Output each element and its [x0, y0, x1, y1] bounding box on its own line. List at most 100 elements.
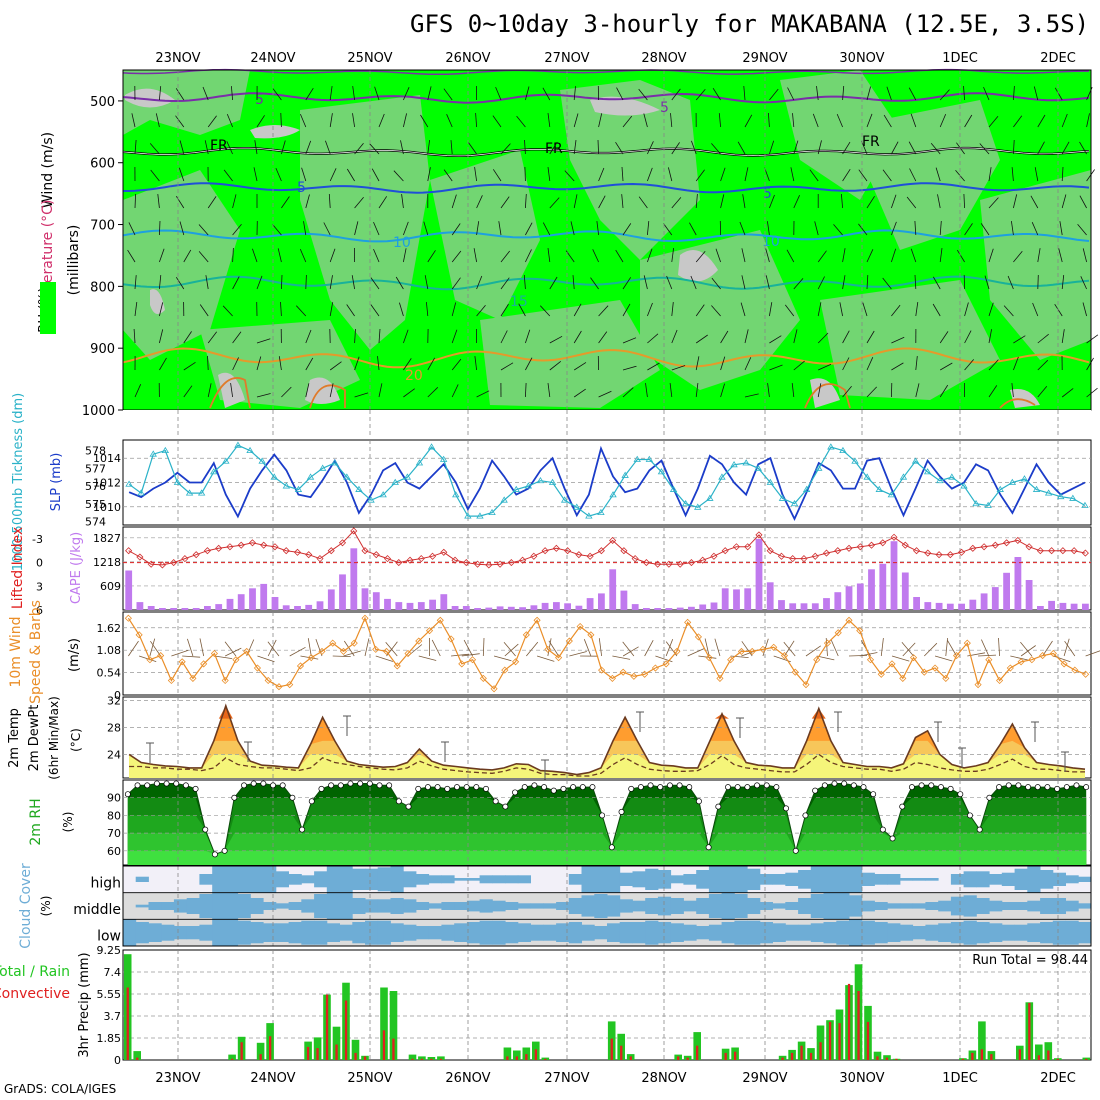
wind-barb	[786, 249, 795, 263]
wind-barb	[695, 334, 708, 344]
wind-speed-marker	[479, 674, 487, 682]
thickness-marker	[1032, 485, 1041, 492]
precip-convective-bar	[136, 1057, 139, 1060]
wind-speed-marker	[307, 654, 315, 662]
thickness-marker	[766, 478, 775, 485]
wind-speed-marker	[555, 654, 563, 662]
cloud-middle-bar	[173, 899, 188, 913]
rh2m-marker	[124, 791, 131, 798]
lifted-index-marker	[924, 549, 932, 557]
wind-barb	[183, 385, 193, 398]
wind-barb	[695, 304, 705, 317]
wind-barb	[769, 364, 783, 371]
cloud-row-label: low	[97, 929, 121, 945]
wind-barb	[622, 303, 631, 317]
lifted-index-marker	[316, 555, 324, 563]
wind-barb	[374, 86, 380, 101]
wind-barb	[443, 169, 453, 182]
temp-peak	[714, 713, 729, 719]
thickness-marker	[573, 503, 581, 510]
thickness-marker	[343, 473, 351, 480]
precip-convective-bar	[677, 1056, 680, 1060]
wind-barb-10m	[978, 654, 997, 657]
lifted-index-marker	[519, 556, 527, 564]
precip-convective-bar	[610, 1038, 613, 1060]
cloud-high-bar	[963, 871, 977, 888]
wind-barb	[939, 362, 953, 371]
rh2m-marker	[241, 782, 247, 789]
cloud-low-bar	[377, 920, 391, 945]
cloud-middle-bar	[721, 892, 735, 920]
wind-barb	[207, 331, 218, 344]
date-tick-bottom: 27NOV	[544, 1071, 589, 1086]
wind-barb	[329, 361, 342, 371]
rh-dry-area	[250, 125, 300, 139]
wind-barb	[964, 330, 972, 344]
cloud-high-bar	[314, 871, 328, 888]
thickness-marker	[911, 457, 920, 464]
wind-barb	[790, 167, 795, 182]
temp-5c-contour	[123, 182, 1090, 194]
cloud-low-bar	[772, 923, 786, 942]
wind-speed-marker	[296, 662, 305, 670]
wind-barb	[525, 357, 533, 371]
cloud-high-bar	[479, 875, 493, 884]
cloud-low-bar	[224, 919, 239, 946]
precip-convective-bar	[781, 1057, 784, 1060]
cloud-low-bar	[186, 926, 200, 940]
wind-speed-marker	[264, 676, 272, 685]
wind-speed-marker	[619, 668, 627, 676]
precip-total-bar	[437, 1056, 445, 1060]
cloud-high-bar	[454, 878, 468, 881]
thickness-marker	[609, 491, 617, 498]
cape-bar	[519, 607, 526, 610]
cloud-middle-bar	[925, 902, 939, 910]
wind-barb	[500, 303, 509, 317]
wind-barb	[207, 196, 217, 209]
cape-bar	[710, 602, 718, 610]
wind-barb-10m	[1020, 645, 1036, 657]
cloud-low-bar	[899, 924, 914, 941]
lifted-index-marker	[834, 547, 842, 555]
rh2m-marker	[850, 782, 857, 789]
cloud-high-bar	[135, 876, 149, 882]
date-tick-top: 27NOV	[544, 51, 589, 66]
wind-speed-marker	[468, 656, 477, 664]
cloud-high-bar	[390, 866, 404, 893]
wind-barb	[329, 86, 333, 101]
cape-bar	[1070, 603, 1078, 610]
wind-speed-marker	[501, 666, 509, 674]
cape-bar	[586, 598, 594, 610]
thickness-marker	[173, 478, 182, 485]
cloud-low-bar	[989, 923, 1003, 942]
wind-barb	[232, 276, 240, 290]
lifted-index-marker	[327, 547, 335, 555]
wind-speed-marker	[576, 622, 584, 631]
cloud-middle-bar	[517, 903, 531, 909]
wind-barb	[964, 223, 973, 236]
wind-barb	[1037, 359, 1049, 371]
wind-frame	[122, 611, 1092, 696]
cape-bar	[440, 594, 448, 610]
wind-barb-10m	[536, 655, 555, 662]
thickness-marker	[802, 485, 811, 492]
thickness-marker	[149, 450, 157, 457]
wind-barb	[549, 335, 563, 344]
cape-bar	[609, 569, 617, 610]
wind-speed-marker	[963, 639, 971, 647]
wind-barb	[305, 194, 310, 209]
lifted-index-marker	[372, 551, 380, 559]
wind-barb	[988, 248, 994, 263]
wind-barb	[598, 113, 603, 128]
cloud-middle-bar	[288, 902, 302, 910]
thickness-marker	[754, 464, 762, 471]
lifted-index-marker	[957, 548, 966, 556]
cloud-middle-bar	[785, 902, 799, 910]
minmax-marker	[441, 741, 449, 762]
temp-20c-contour	[122, 347, 1090, 369]
date-tick-top: 2DEC	[1040, 51, 1076, 66]
cloud-low-bar	[288, 922, 302, 944]
wind-speed-marker	[1006, 664, 1014, 672]
wind-barb	[615, 249, 624, 263]
wind-speed-marker	[382, 647, 391, 655]
